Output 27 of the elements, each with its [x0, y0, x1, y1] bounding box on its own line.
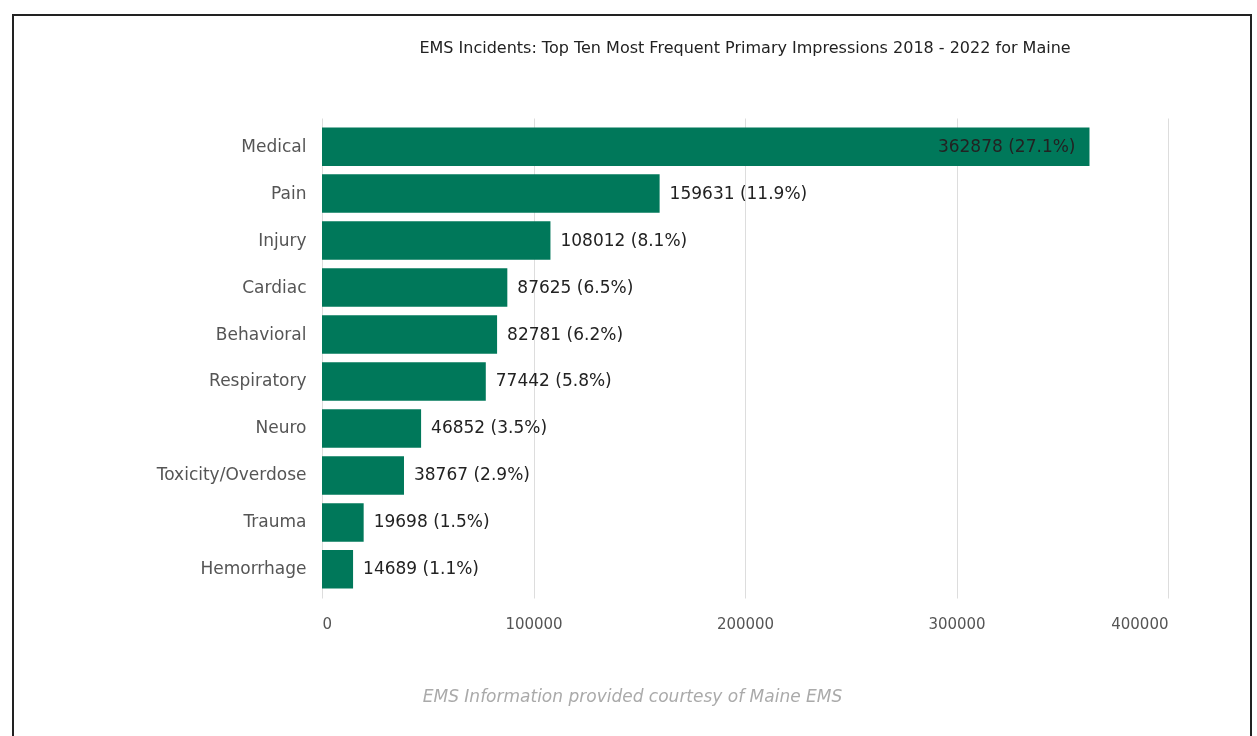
y-tick-label: Hemorrhage	[200, 558, 307, 579]
y-tick-label: Toxicity/Overdose	[155, 464, 307, 485]
y-tick-label: Neuro	[255, 417, 307, 438]
data-label: 14689 (1.1%)	[363, 558, 479, 579]
data-label: 77442 (5.8%)	[495, 370, 612, 391]
y-tick-label: Injury	[258, 229, 307, 250]
x-tick-label: 200000	[716, 614, 775, 633]
data-label: 87625 (6.5%)	[517, 276, 634, 297]
x-tick-label: 400000	[1111, 614, 1169, 633]
data-label: 82781 (6.2%)	[507, 323, 624, 344]
data-label: 19698 (1.5%)	[373, 511, 490, 532]
y-tick-label: Pain	[271, 182, 307, 203]
data-label: 38767 (2.9%)	[413, 464, 530, 485]
x-tick-label: 100000	[505, 614, 563, 633]
y-tick-label: Respiratory	[209, 370, 307, 391]
y-tick-label: Trauma	[242, 511, 307, 532]
chart-title: EMS Incidents: Top Ten Most Frequent Primary Impressions 2018 - 2022 for Maine	[419, 38, 1071, 57]
y-tick-label: Behavioral	[215, 323, 307, 344]
data-label: 362878 (27.1%)	[937, 135, 1076, 156]
text: EMS Information provided courtesy of Maine EMS	[421, 686, 844, 706]
data-label: 108012 (8.1%)	[560, 229, 688, 250]
data-label: 46852 (3.5%)	[431, 417, 548, 438]
data-label: 159631 (11.9%)	[669, 182, 808, 203]
x-tick-label: 300000	[928, 614, 986, 633]
y-tick-label: Medical	[241, 135, 307, 156]
x-tick-label: 0	[322, 614, 333, 633]
y-tick-label: Cardiac	[242, 276, 307, 297]
